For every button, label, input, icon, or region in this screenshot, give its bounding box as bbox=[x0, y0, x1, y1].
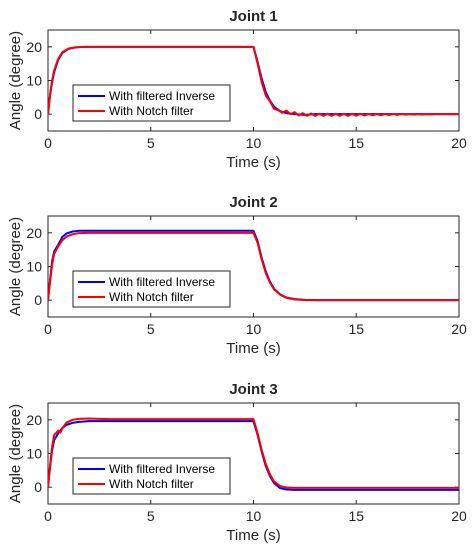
series-lines bbox=[48, 229, 459, 302]
y-tick-label: 10 bbox=[26, 446, 42, 462]
x-tick-label: 15 bbox=[348, 508, 364, 524]
y-tick-label: 0 bbox=[34, 292, 42, 308]
x-tick-label: 10 bbox=[246, 321, 262, 337]
legend-label: With filtered Inverse bbox=[109, 89, 215, 103]
y-axis-label: Angle (degree) bbox=[7, 404, 24, 503]
legend-box bbox=[72, 270, 231, 308]
y-tick-label: 20 bbox=[26, 412, 42, 428]
x-tick-label: 20 bbox=[451, 321, 467, 337]
x-tick-label: 5 bbox=[147, 135, 155, 151]
y-axis-label: Angle (degree) bbox=[7, 217, 24, 316]
chart-title: Joint 3 bbox=[229, 381, 277, 398]
y-tick-label: 20 bbox=[26, 225, 42, 241]
series-lines bbox=[48, 417, 459, 491]
x-tick-label: 10 bbox=[246, 508, 262, 524]
x-tick-label: 5 bbox=[147, 508, 155, 524]
x-tick-label: 0 bbox=[44, 321, 52, 337]
legend-label: With Notch filter bbox=[109, 290, 194, 304]
legend-label: With filtered Inverse bbox=[109, 462, 215, 476]
x-tick-label: 15 bbox=[348, 135, 364, 151]
series-line-notch-filter bbox=[48, 45, 459, 117]
x-tick-label: 20 bbox=[451, 135, 467, 151]
chart-title: Joint 1 bbox=[229, 8, 277, 25]
series-line-notch-filter bbox=[48, 417, 459, 489]
y-axis-label: Angle (degree) bbox=[7, 31, 24, 130]
x-tick-label: 5 bbox=[147, 321, 155, 337]
series-lines bbox=[48, 45, 459, 117]
chart-panel-2: 0 5 10 15 20 0 10 20 Joint 2 Time (s) Angle (degre… bbox=[7, 194, 467, 357]
y-tick-label: 20 bbox=[26, 39, 42, 55]
legend-label: With filtered Inverse bbox=[109, 275, 215, 289]
legend-box bbox=[72, 84, 231, 122]
legend-box bbox=[72, 457, 231, 495]
y-tick-label: 10 bbox=[26, 259, 42, 275]
legend-label: With Notch filter bbox=[109, 477, 194, 491]
x-tick-label: 0 bbox=[44, 508, 52, 524]
legend-label: With Notch filter bbox=[109, 104, 194, 118]
y-tick-label: 0 bbox=[34, 479, 42, 495]
x-axis-label: Time (s) bbox=[226, 154, 280, 171]
x-tick-label: 0 bbox=[44, 135, 52, 151]
x-tick-label: 15 bbox=[348, 321, 364, 337]
y-tick-label: 10 bbox=[26, 73, 42, 89]
x-tick-label: 10 bbox=[246, 135, 262, 151]
series-line-notch-filter bbox=[48, 231, 459, 302]
chart-panel-1: 0 5 10 15 20 0 10 20 Joint 1 Time (s) Angle (degre… bbox=[7, 8, 467, 171]
y-tick-label: 0 bbox=[34, 106, 42, 122]
chart-title: Joint 2 bbox=[229, 194, 277, 211]
chart-panel-3: 0 5 10 15 20 0 10 20 Joint 3 Time (s) Angle (degre… bbox=[7, 381, 467, 544]
x-axis-label: Time (s) bbox=[226, 340, 280, 357]
x-axis-label: Time (s) bbox=[226, 527, 280, 544]
x-tick-label: 20 bbox=[451, 508, 467, 524]
